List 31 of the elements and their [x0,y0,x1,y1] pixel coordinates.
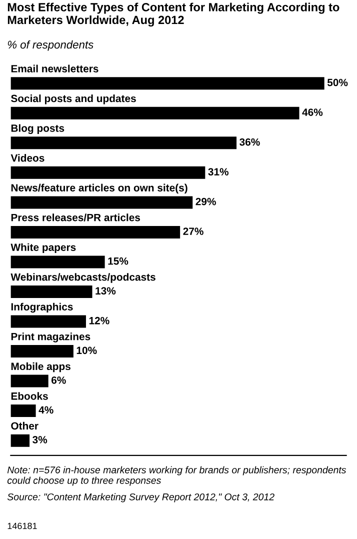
text: 146181 [8,522,37,530]
chart-subtitle: % of respondents [8,40,94,51]
y-tick-label: Webinars/webcasts/podcasts [10,273,156,283]
data-label: 50% [327,78,348,86]
y-tick-label: News/feature articles on own site(s) [11,184,188,194]
data-label: 13% [96,287,116,295]
data-label: 29% [196,198,216,206]
y-tick-label: Blog posts [11,124,64,134]
data-label: 31% [208,168,229,176]
y-tick-label: Email newsletters [11,64,98,72]
y-tick-label: Videos [10,154,44,162]
data-label: 15% [108,257,128,265]
y-tick-label: Other [11,422,38,430]
source-note: Source: "Content Marketing Survey Report 2012," Oct 3, 2012 [7,493,274,502]
data-label: 27% [183,228,204,235]
data-label: 12% [89,316,110,324]
chart-title: Most Effective Types of Content for Marketing According to Marketers Worldwide, Aug 2012 [8,2,340,27]
y-tick-label: Press releases/PR articles [11,214,140,222]
y-tick-label: Infographics [11,302,73,313]
y-tick-label: Ebooks [11,392,48,400]
y-tick-label: Social posts and updates [11,94,136,104]
data-label: 46% [302,108,323,116]
text: Note: n=576 in-house marketers working for brands or publishers; respondents could choose up to three responses [7,466,346,486]
y-tick-label: Mobile apps [11,362,70,372]
data-label: 6% [52,376,66,384]
y-tick-label: White papers [10,243,76,254]
data-label: 36% [240,138,260,146]
data-label: 4% [38,406,54,414]
data-label: 10% [76,346,97,354]
data-label: 3% [32,436,48,444]
y-tick-label: Print magazines [11,332,90,342]
